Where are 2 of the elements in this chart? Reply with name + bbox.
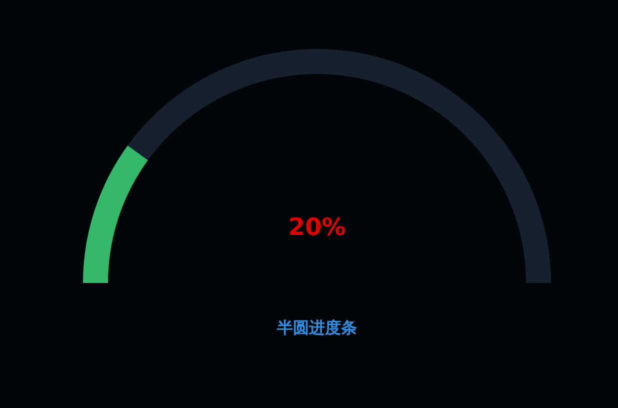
text: 20% [288, 213, 346, 241]
text: 半圆进度条 [276, 318, 357, 337]
